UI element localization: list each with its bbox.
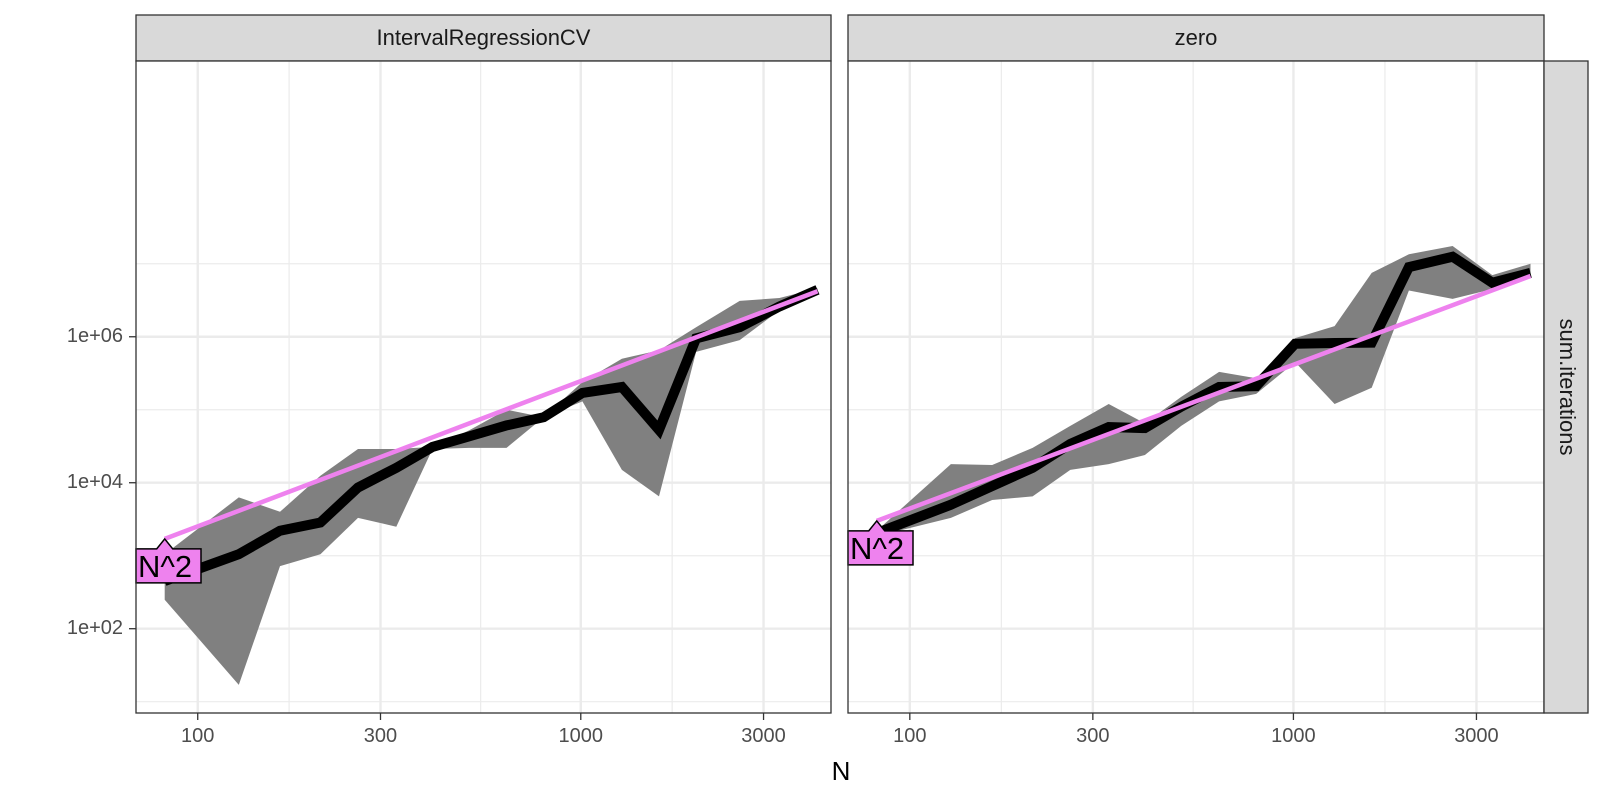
facet-strip-label: zero: [1175, 25, 1218, 50]
panel-intervalregressioncv: IntervalRegressionCV N^2 100 300 1000 3000: [135, 14, 832, 747]
x-tick-label: 3000: [741, 725, 786, 747]
reference-line-n2: [163, 289, 819, 542]
x-axis-title: N: [832, 756, 851, 786]
x-tick-label: 1000: [559, 725, 604, 747]
median-line: [162, 285, 820, 586]
plot-area: [848, 61, 1544, 713]
median-line: [875, 251, 1532, 538]
n2-label-text: N^2: [138, 549, 192, 584]
facet-strip: [847, 14, 1545, 62]
y-axis: 1e+02 1e+04 1e+06: [67, 325, 136, 639]
plot-area: [136, 61, 831, 713]
x-tick-label: 300: [364, 725, 397, 747]
row-strip-box: [1543, 60, 1589, 714]
facet-strip: [135, 14, 832, 62]
n2-label-text: N^2: [850, 531, 904, 566]
x-tick-label: 300: [1076, 725, 1109, 747]
n2-label-box: [847, 519, 914, 566]
x-tick-label: 1000: [1271, 725, 1316, 747]
row-strip: sum.iterations: [1543, 60, 1589, 714]
quantile-band: [164, 288, 818, 685]
x-tick-label: 100: [893, 725, 926, 747]
panel-zero: zero N^2 100 300 1000 3000: [847, 14, 1545, 747]
y-tick-label: 1e+04: [67, 471, 123, 493]
panel-border: [135, 60, 832, 714]
y-tick-label: 1e+06: [67, 325, 123, 347]
plot-background: [848, 61, 1544, 713]
reference-line-n2: [875, 273, 1532, 524]
y-tick-label: 1e+02: [67, 617, 123, 639]
facet-strip-label: IntervalRegressionCV: [377, 25, 591, 50]
row-strip-label: sum.iterations: [1555, 319, 1580, 456]
x-tick-label: 3000: [1454, 725, 1499, 747]
n2-label-box: [135, 537, 202, 584]
x-tick-label: 100: [181, 725, 214, 747]
